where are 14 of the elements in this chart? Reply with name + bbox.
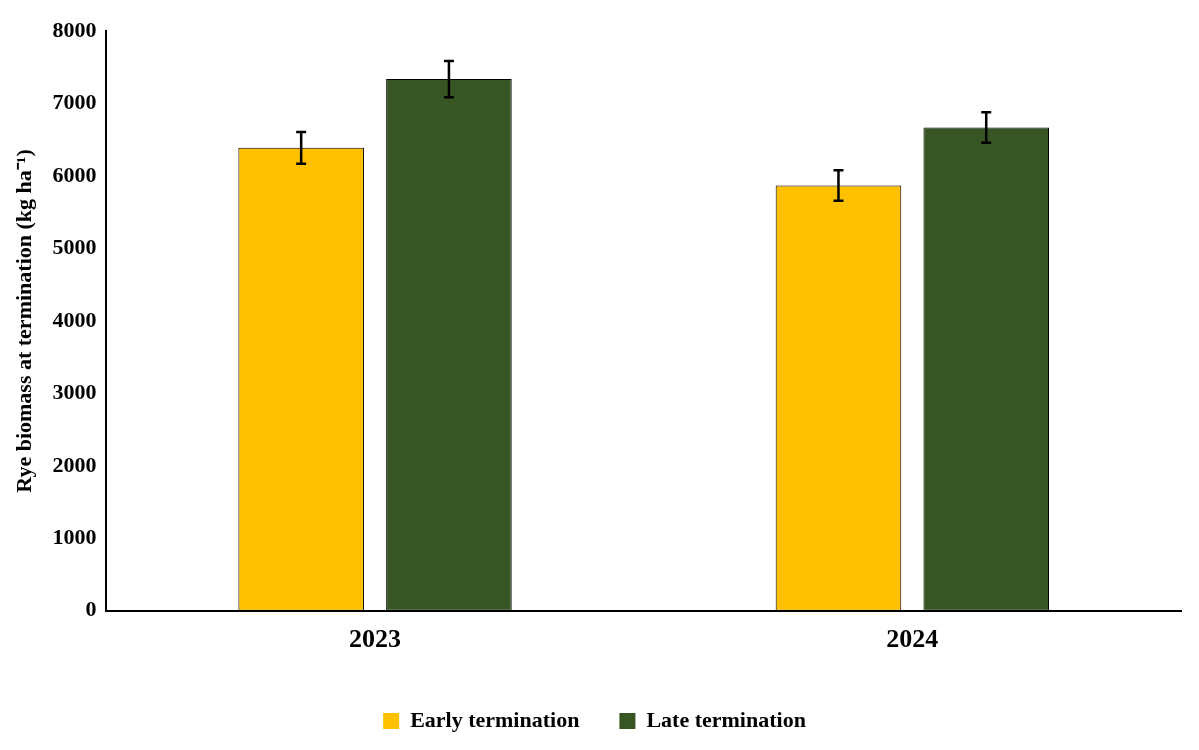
y-tick-label: 5000 — [52, 234, 97, 260]
y-tick-label: 7000 — [52, 89, 97, 115]
y-tick-label: 3000 — [52, 379, 97, 405]
y-tick-label: 2000 — [52, 451, 97, 477]
x-tick-label: 2023 — [349, 624, 402, 654]
y-tick-label: 6000 — [52, 161, 97, 187]
y-tick-label: 1000 — [52, 524, 97, 550]
y-tick-label: 8000 — [52, 16, 97, 42]
y-tick-label: 4000 — [52, 306, 97, 332]
y-tick-label: 0 — [85, 596, 97, 622]
legend-label: Early termination — [410, 706, 580, 732]
y-axis-title: Rye biomass at termination (kg ha⁻¹) — [10, 149, 36, 493]
x-tick-label: 2024 — [886, 624, 939, 654]
legend-label: Late termination — [646, 706, 806, 732]
